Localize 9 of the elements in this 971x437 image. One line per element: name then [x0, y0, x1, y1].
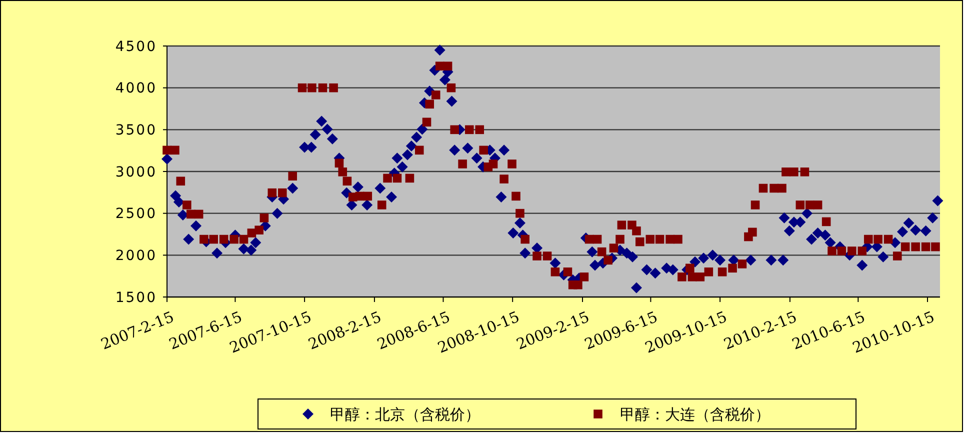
y-tick-label: 3000 [115, 164, 157, 180]
y-tick-label: 3500 [115, 122, 157, 139]
legend-label: 甲醇：北京（含税价） [330, 405, 480, 424]
y-tick-label: 1500 [115, 290, 157, 306]
legend-label: 甲醇：大连（含税价） [620, 405, 770, 424]
y-tick-label: 4500 [115, 38, 157, 55]
y-tick-label: 2500 [115, 206, 157, 222]
y-tick-label: 4000 [115, 80, 157, 97]
y-tick-label: 2000 [115, 248, 157, 264]
